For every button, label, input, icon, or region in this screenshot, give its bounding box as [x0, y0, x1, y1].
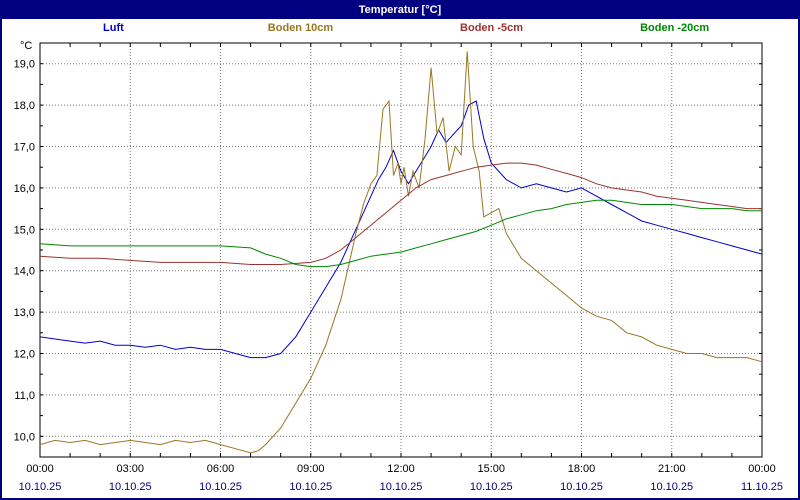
svg-text:00:00: 00:00	[748, 463, 776, 475]
legend-item-boden-10cm: Boden 10cm	[267, 22, 334, 34]
svg-text:15:00: 15:00	[477, 463, 505, 475]
svg-text:°C: °C	[20, 40, 32, 52]
svg-text:10.10.25: 10.10.25	[380, 481, 423, 493]
svg-text:10.10.25: 10.10.25	[650, 481, 693, 493]
chart-area: 00:00 10.10.25 03:00 10.10.25 06:00 10.10.25 0…	[2, 37, 798, 498]
title-bar: Temperatur [°C]	[2, 2, 798, 19]
svg-text:06:00: 06:00	[207, 463, 235, 475]
svg-text:10.10.25: 10.10.25	[560, 481, 603, 493]
svg-text:19,0: 19,0	[14, 59, 35, 71]
svg-text:18,0: 18,0	[14, 100, 35, 112]
chart-title: Temperatur [°C]	[358, 4, 442, 16]
svg-text:10.10.25: 10.10.25	[289, 481, 332, 493]
svg-text:14,0: 14,0	[14, 266, 35, 278]
svg-text:18:00: 18:00	[568, 463, 596, 475]
legend-item-boden-minus20cm: Boden -20cm	[640, 22, 710, 34]
svg-text:21:00: 21:00	[658, 463, 686, 475]
svg-text:16,0: 16,0	[14, 183, 35, 195]
svg-text:00:00: 00:00	[26, 463, 54, 475]
svg-text:11,0: 11,0	[14, 390, 35, 402]
svg-text:10.10.25: 10.10.25	[109, 481, 152, 493]
svg-text:11.10.25: 11.10.25	[741, 481, 783, 493]
svg-text:10.10.25: 10.10.25	[19, 481, 62, 493]
legend-item-boden-minus5cm: Boden -5cm	[460, 22, 524, 34]
temperature-line-chart: 00:00 10.10.25 03:00 10.10.25 06:00 10.10.25 0…	[14, 40, 783, 493]
svg-text:15,0: 15,0	[14, 224, 35, 236]
svg-text:10.10.25: 10.10.25	[470, 481, 513, 493]
svg-text:10,0: 10,0	[14, 431, 35, 443]
svg-text:13,0: 13,0	[14, 307, 35, 319]
svg-text:12:00: 12:00	[387, 463, 415, 475]
legend: Luft Boden 10cm Boden -5cm Boden -20cm	[2, 19, 798, 37]
svg-text:10.10.25: 10.10.25	[199, 481, 242, 493]
svg-text:03:00: 03:00	[116, 463, 144, 475]
svg-text:17,0: 17,0	[14, 142, 35, 154]
svg-text:12,0: 12,0	[14, 349, 35, 361]
svg-text:09:00: 09:00	[297, 463, 325, 475]
legend-item-luft: Luft	[103, 22, 124, 34]
